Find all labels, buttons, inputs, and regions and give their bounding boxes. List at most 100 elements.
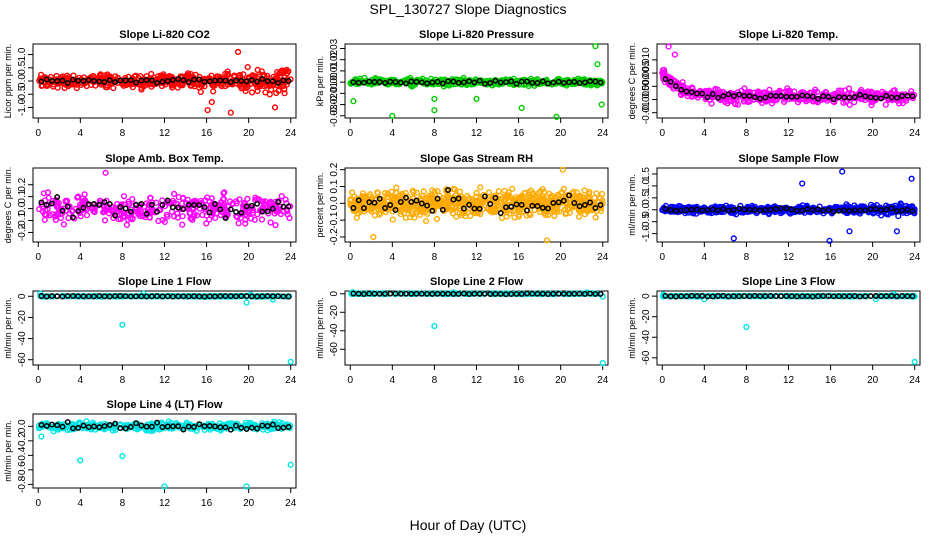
x-tick-label: 16 [513,128,525,139]
x-tick-label: 24 [285,252,297,263]
data-point [585,190,593,198]
data-point [882,101,889,108]
mean-point [117,425,124,432]
data-point [473,189,480,197]
data-point [103,84,111,91]
data-point [451,186,458,193]
mean-point [471,79,478,86]
mean-point [227,206,234,213]
data-point [122,74,129,82]
plot-frame [656,290,921,366]
mean-point [418,79,425,86]
panel-title: Slope Li-820 Temp. [739,29,838,41]
mean-point [466,78,473,85]
mean-point [248,77,255,84]
x-tick-label: 12 [159,252,171,263]
data-point [780,98,788,106]
data-point [382,190,389,197]
x-tick-label: 12 [783,375,795,386]
series-points [348,289,606,367]
mean-point [117,77,124,84]
mean-point [106,77,113,84]
mean-point [481,80,488,87]
x-tick-label: 20 [867,128,879,139]
mean-point [64,203,71,210]
mean-point [70,214,76,221]
outlier-point [102,169,109,176]
mean-point [259,76,266,83]
mean-point [70,76,76,83]
mean-point [191,76,197,83]
outlier-point [389,112,396,119]
x-tick-label: 20 [555,252,567,263]
data-point [740,98,748,105]
data-point [456,188,464,195]
mean-point [148,77,155,84]
data-point [138,86,145,93]
outlier-point [208,98,215,106]
data-point [258,216,266,223]
mean-point [592,78,599,85]
x-tick-label: 20 [243,128,255,139]
mean-point [127,208,134,215]
outlier-point [77,457,84,464]
x-tick-label: 24 [285,128,297,139]
data-point [761,89,768,96]
data-point [814,99,821,106]
x-tick-label: 20 [243,252,255,263]
outlier-point [38,433,45,440]
mean-point [243,203,250,210]
mean-point [355,79,362,86]
mean-point [862,93,869,100]
x-tick-label: 24 [597,252,609,263]
mean-point [185,201,192,208]
mean-point [38,199,45,206]
mean-point [678,86,685,93]
mean-point [545,80,551,87]
outlier-point [431,107,438,114]
data-point [171,213,178,220]
x-tick-label: 4 [390,252,396,263]
y-tick-label: -0.2 [17,432,28,450]
data-point [768,100,776,107]
x-tick-label: 0 [347,375,353,386]
data-point [248,89,256,96]
data-point [251,72,258,79]
mean-point [143,210,150,217]
mean-point [513,80,520,87]
mean-point [403,80,409,87]
data-point [814,88,821,96]
mean-point [872,94,879,101]
mean-point [751,94,758,101]
data-point [400,78,407,86]
mean-point [424,80,431,87]
mean-point [503,79,509,86]
data-point [244,195,251,203]
x-tick-label: 4 [702,252,708,263]
y-tick-label: 0.03 [329,38,340,58]
data-point [281,86,288,93]
mean-point [175,76,182,82]
panel-title: Slope Line 3 Flow [742,276,835,288]
mean-point [217,77,224,84]
data-point [174,84,181,91]
outlier-point [243,299,250,306]
mean-point [80,78,87,84]
mean-point [524,78,530,85]
x-tick-label: 0 [347,252,353,263]
mean-point [778,92,785,99]
data-point [215,205,222,213]
mean-point [148,201,155,208]
data-point [179,200,186,207]
x-tick-label: 24 [597,128,609,139]
data-point [592,214,599,221]
x-tick-label: 20 [555,375,567,386]
data-point [220,202,227,210]
data-point [659,69,666,76]
data-point [708,100,715,107]
panel-title: Slope Line 4 (LT) Flow [107,399,223,411]
y-axis-label: ml/min per min. [3,420,13,482]
data-point [220,196,227,203]
outlier-point [893,228,901,235]
